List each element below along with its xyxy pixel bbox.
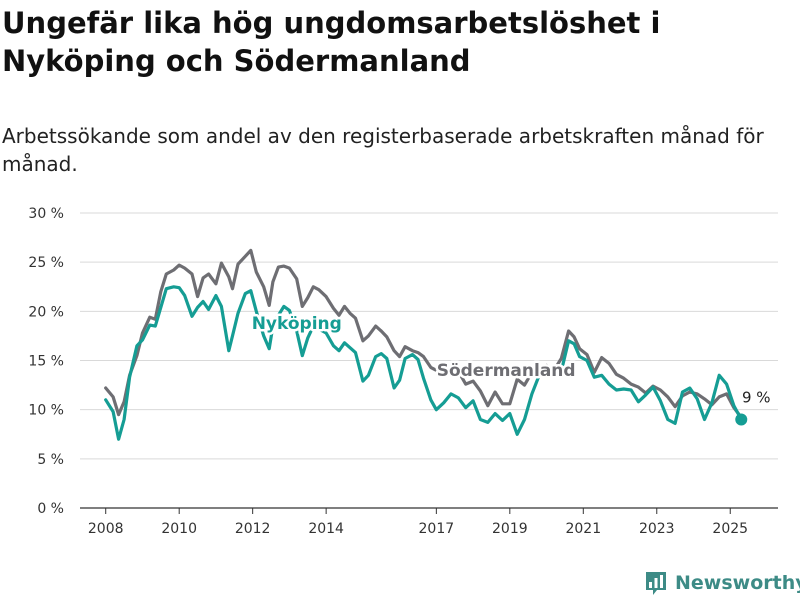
x-tick-label: 2023 [639,521,675,537]
end-value-label: 9 % [742,389,771,407]
y-tick-label: 25 % [28,255,64,271]
series-line-södermanland [104,248,743,420]
series-labels: Södermanland Nyköping 9 % [249,312,773,426]
brand-name: Newsworthy [675,572,800,594]
x-tick-label: 2010 [161,521,197,537]
y-tick-label: 30 % [28,206,64,222]
x-tick-label: 2021 [565,521,601,537]
gridlines [80,212,778,509]
chart-title: Ungefär lika hög ungdomsarbetslöshet i N… [2,6,661,78]
series-lines [104,248,743,441]
x-tick-label: 2025 [712,521,748,537]
chart-subtitle: Arbetssökande som andel av den registerb… [2,124,764,176]
x-tick-label: 2008 [88,521,124,537]
y-tick-label: 5 % [37,452,64,468]
y-tick-label: 20 % [28,304,64,320]
x-tick-label: 2012 [235,521,271,537]
x-tick-label: 2014 [308,521,344,537]
axes: 0 % 5 % 10 % 15 % 20 % 25 % 30 % 2008 2010 2012 20… [28,206,748,537]
x-tick-label: 2019 [492,521,528,537]
y-tick-label: 0 % [37,501,64,517]
end-point-marker [735,413,748,426]
series-label: Södermanland [437,361,576,381]
bar-chart-logo-icon [646,572,666,595]
y-tick-label: 10 % [28,403,64,419]
y-tick-label: 15 % [28,354,64,370]
series-line-nyköping [104,285,743,441]
newsworthy-logo: Newsworthy [644,568,800,598]
series-label: Nyköping [252,314,342,334]
x-tick-label: 2017 [419,521,455,537]
